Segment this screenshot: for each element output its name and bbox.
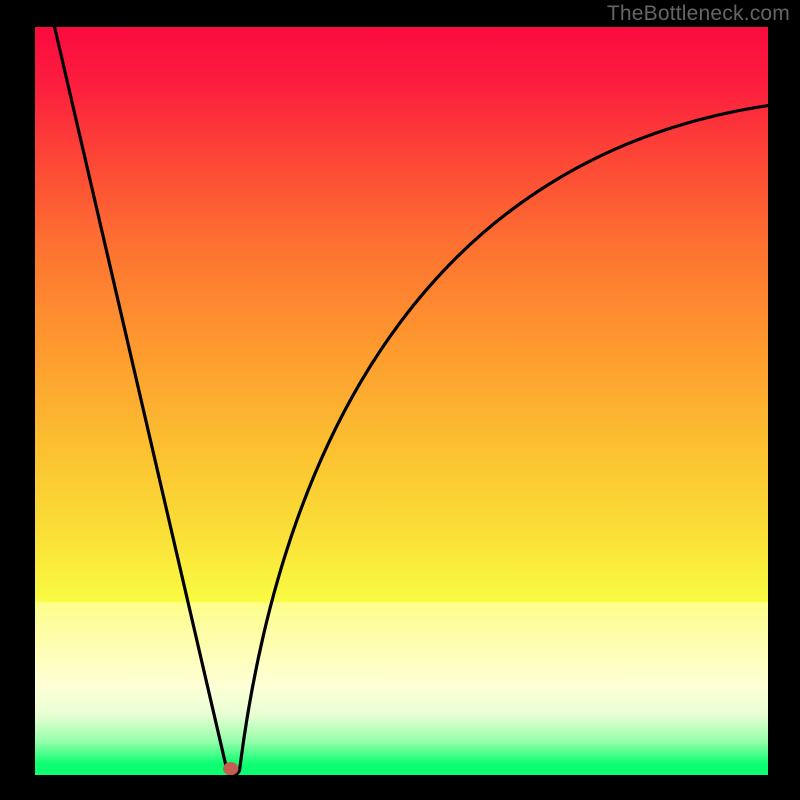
chart-container: TheBottleneck.com: [0, 0, 800, 800]
watermark-text: TheBottleneck.com: [607, 2, 790, 26]
gradient-background: [35, 27, 768, 775]
valley-marker: [223, 762, 238, 775]
plot-svg: [35, 27, 768, 775]
plot-area: [35, 27, 768, 775]
